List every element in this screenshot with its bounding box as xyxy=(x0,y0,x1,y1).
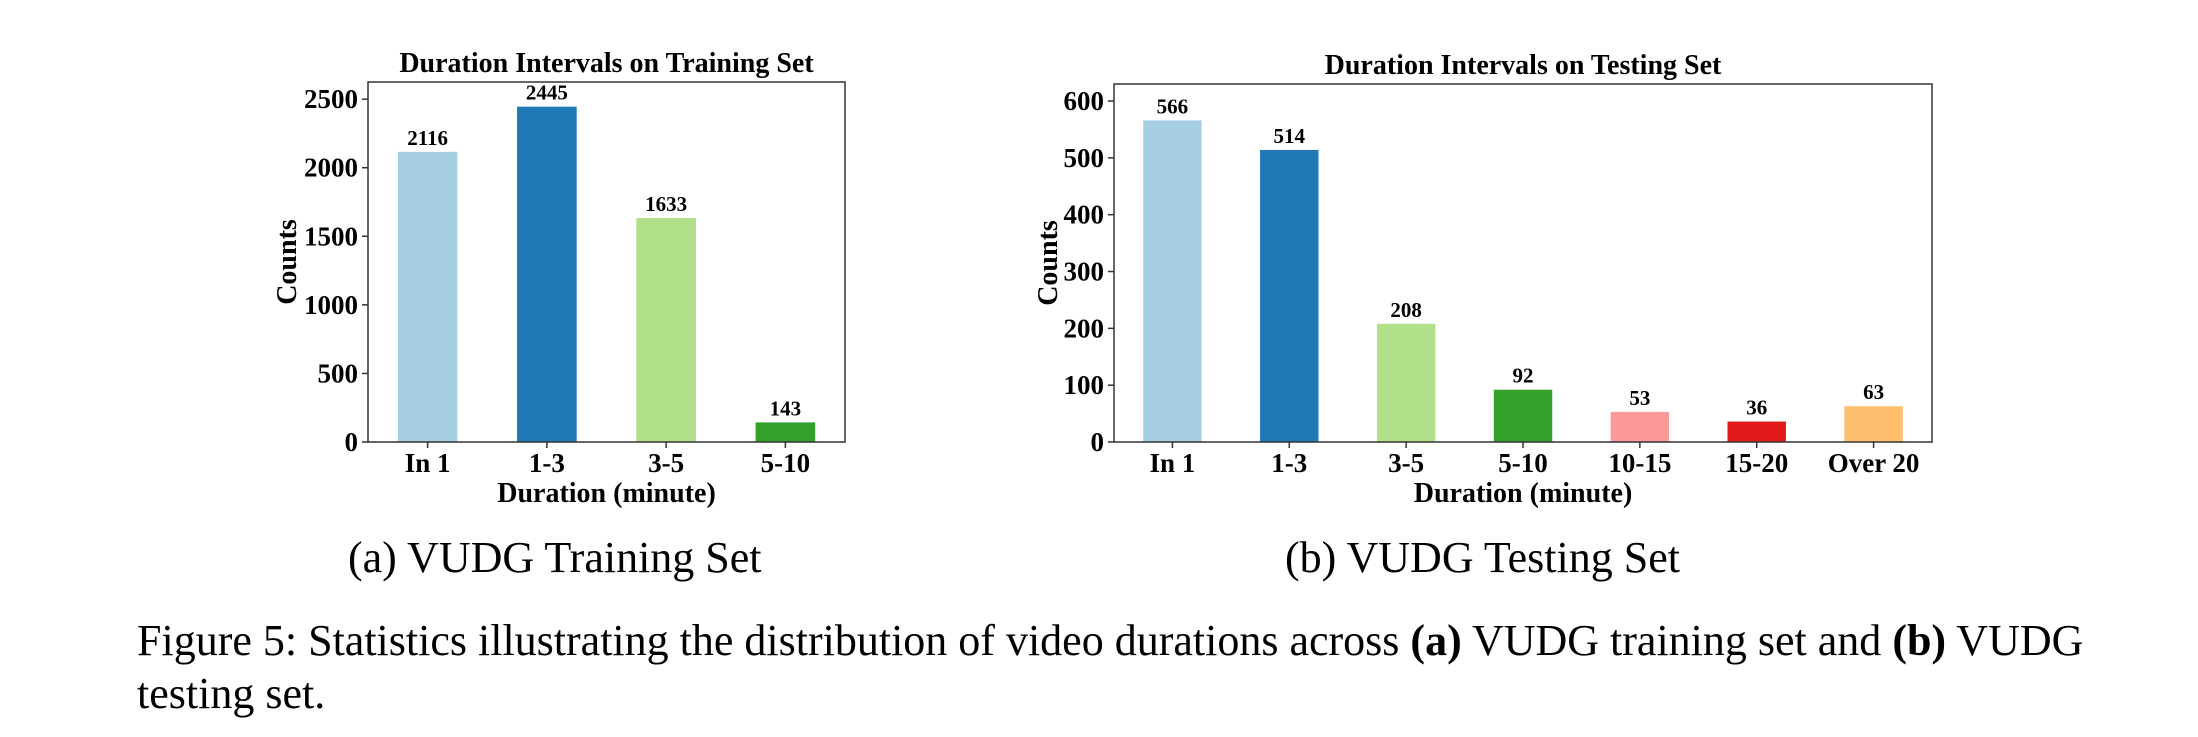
testing-set-chart: Duration Intervals on Testing Set 566 In 1… xyxy=(1033,50,1933,509)
bar-1-3 xyxy=(517,106,577,442)
plot-frame xyxy=(367,81,846,443)
y-tick-label: 400 xyxy=(1064,200,1105,230)
y-axis-label: Counts xyxy=(272,219,303,305)
bar-value-label: 208 xyxy=(1390,298,1422,322)
y-tick-label: 1500 xyxy=(304,221,358,251)
bar-value-label: 1633 xyxy=(645,192,687,216)
x-axis-label: Duration (minute) xyxy=(497,478,716,509)
y-tick-label: 300 xyxy=(1064,257,1105,287)
bar-5-10 xyxy=(755,422,816,442)
x-tick-label: 3-5 xyxy=(648,448,684,478)
x-tick-label: 15-20 xyxy=(1725,448,1788,478)
subcaption-a: (a) VUDG Training Set xyxy=(348,533,762,582)
bar-value-label: 63 xyxy=(1863,380,1884,404)
y-axis-label: Counts xyxy=(1033,220,1064,306)
bar-over-20 xyxy=(1844,406,1903,442)
bar-value-label: 514 xyxy=(1274,124,1306,148)
y-tick-label: 100 xyxy=(1064,370,1105,400)
y-tick-label: 200 xyxy=(1064,313,1105,343)
x-tick-label: 10-15 xyxy=(1608,448,1671,478)
subcaption-b: (b) VUDG Testing Set xyxy=(1285,533,1680,582)
x-axis-label: Duration (minute) xyxy=(1414,478,1633,509)
bar-value-label: 53 xyxy=(1629,386,1650,410)
bar-in-1 xyxy=(1143,120,1202,442)
x-tick-label: Over 20 xyxy=(1828,448,1920,478)
y-tick-label: 2000 xyxy=(304,153,358,183)
caption-bold-b: (b) xyxy=(1892,616,1947,665)
caption-suffix: VUDG testing set. xyxy=(137,616,2084,718)
x-tick-label: In 1 xyxy=(1150,448,1196,478)
x-tick-label: In 1 xyxy=(405,448,451,478)
y-tick-label: 0 xyxy=(345,427,359,457)
x-tick-label: 5-10 xyxy=(761,448,811,478)
y-tick-label: 2500 xyxy=(304,84,358,114)
caption-prefix: Figure 5: Statistics illustrating the di… xyxy=(137,616,1411,665)
bar-value-label: 143 xyxy=(770,396,802,420)
bar-3-5 xyxy=(1376,323,1436,442)
bar-15-20 xyxy=(1727,421,1786,442)
x-tick-label: 5-10 xyxy=(1498,448,1548,478)
caption-bold-a: (a) xyxy=(1410,616,1462,665)
bar-5-10 xyxy=(1493,389,1553,442)
y-tick-label: 500 xyxy=(1064,143,1105,173)
bar-value-label: 566 xyxy=(1157,94,1189,118)
x-tick-label: 1-3 xyxy=(529,448,565,478)
training-set-chart: Duration Intervals on Training Set 2116 In… xyxy=(272,48,846,509)
y-tick-label: 500 xyxy=(318,358,359,388)
y-tick-label: 1000 xyxy=(304,290,358,320)
y-tick-label: 600 xyxy=(1064,86,1105,116)
bar-in-1 xyxy=(397,151,458,442)
x-tick-label: 3-5 xyxy=(1388,448,1424,478)
bar-1-3 xyxy=(1260,149,1319,442)
bar-value-label: 2116 xyxy=(407,126,448,150)
bar-value-label: 2445 xyxy=(526,81,568,105)
chart-title: Duration Intervals on Testing Set xyxy=(1325,50,1722,81)
x-tick-label: 1-3 xyxy=(1271,448,1307,478)
figure-caption: Figure 5: Statistics illustrating the di… xyxy=(137,615,2137,721)
bar-value-label: 36 xyxy=(1746,396,1767,420)
plot-frame xyxy=(1113,83,1933,443)
bar-10-15 xyxy=(1610,411,1670,442)
bar-value-label: 92 xyxy=(1513,364,1534,388)
y-tick-label: 0 xyxy=(1091,427,1105,457)
bar-3-5 xyxy=(636,218,696,442)
caption-middle: VUDG training set and xyxy=(1461,616,1893,665)
chart-title: Duration Intervals on Training Set xyxy=(399,48,814,79)
